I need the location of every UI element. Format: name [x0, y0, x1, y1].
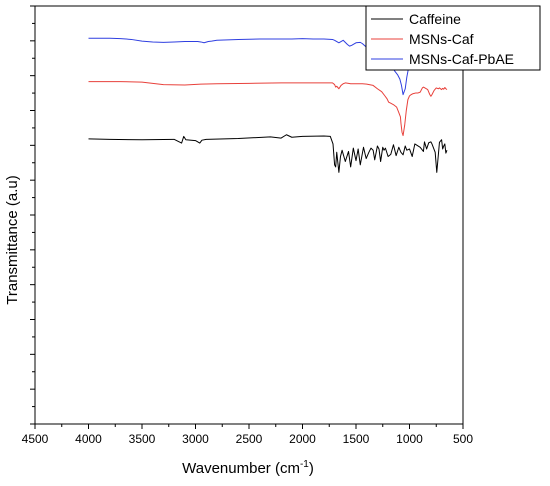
x-axis-ticks	[34, 424, 464, 429]
x-axis-tick-labels: 4500 4000 3500 3000 2500 2000 1500 1000 500	[22, 432, 474, 446]
x-tick-label: 2000	[289, 432, 316, 446]
x-tick-label: 1500	[343, 432, 370, 446]
y-axis-ticks	[30, 5, 35, 425]
x-tick-label: 4500	[22, 432, 49, 446]
y-axis-title: Transmittance (a.u)	[4, 175, 21, 305]
x-tick-label: 1000	[396, 432, 423, 446]
legend: Caffeine MSNs-Caf MSNs-Caf-PbAE	[365, 5, 541, 71]
x-tick-label: 500	[453, 432, 473, 446]
x-axis-title: Wavenumber (cm-1)	[182, 459, 314, 477]
series-line-caffeine	[88, 134, 448, 173]
x-tick-label: 3000	[182, 432, 209, 446]
x-tick-label: 3500	[129, 432, 156, 446]
legend-label: MSNs-Caf	[409, 31, 474, 47]
x-tick-label: 2500	[236, 432, 263, 446]
legend-label: Caffeine	[409, 11, 461, 27]
x-tick-label: 4000	[75, 432, 102, 446]
series-line-msns-caf	[88, 81, 448, 137]
legend-label: MSNs-Caf-PbAE	[409, 51, 514, 67]
